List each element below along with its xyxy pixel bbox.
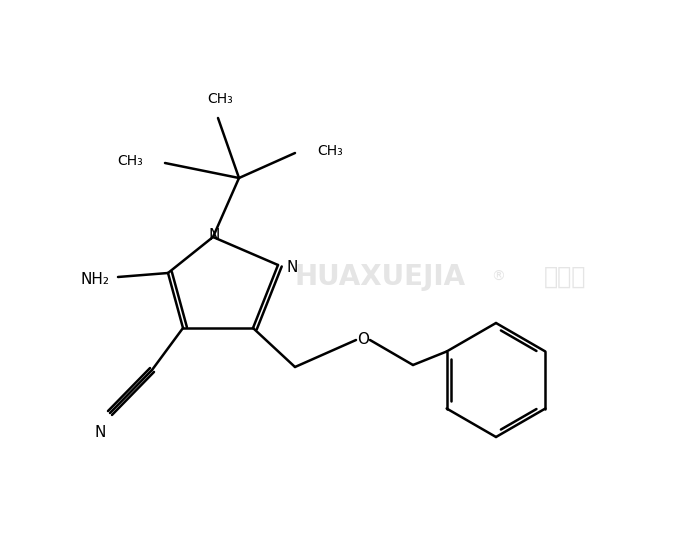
- Text: 化学加: 化学加: [544, 265, 586, 289]
- Text: CH₃: CH₃: [317, 144, 343, 158]
- Text: N: N: [208, 228, 220, 244]
- Text: CH₃: CH₃: [207, 92, 233, 106]
- Text: ®: ®: [491, 270, 505, 284]
- Text: N: N: [95, 425, 105, 440]
- Text: O: O: [357, 332, 369, 347]
- Text: CH₃: CH₃: [117, 154, 143, 168]
- Text: HUAXUEJIA: HUAXUEJIA: [294, 263, 466, 291]
- Text: NH₂: NH₂: [81, 271, 110, 286]
- Text: N: N: [286, 259, 297, 274]
